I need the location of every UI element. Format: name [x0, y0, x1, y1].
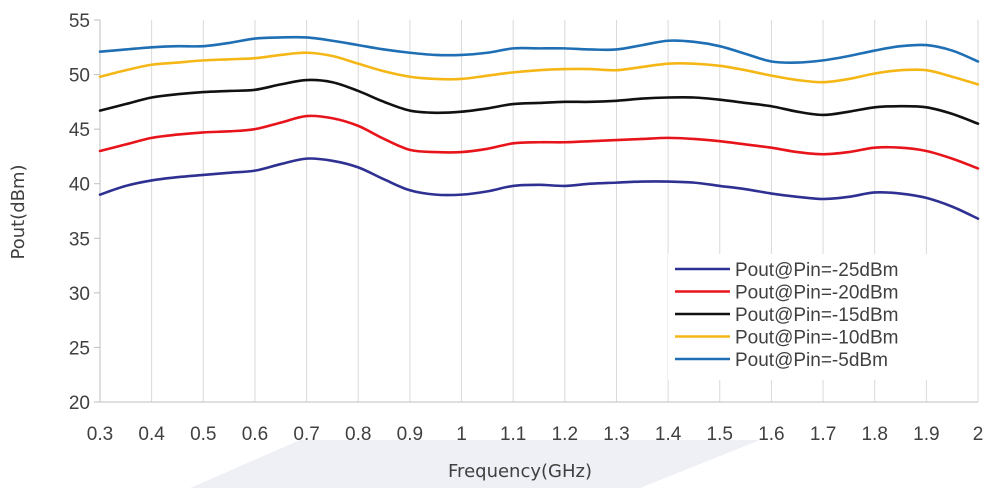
y-tick-label: 25 — [69, 338, 90, 359]
x-tick-label: 0.5 — [190, 424, 216, 445]
series-line-3 — [98, 51, 980, 86]
y-tick-label: 20 — [69, 393, 90, 414]
x-tick-label: 2 — [973, 424, 984, 445]
legend-label: Pout@Pin=-15dBm — [735, 305, 898, 326]
series-line-0 — [98, 157, 980, 220]
y-tick-label: 40 — [69, 175, 90, 196]
watermark-shape — [190, 440, 760, 488]
x-tick-label: 1.8 — [861, 424, 887, 445]
x-tick-label: 0.9 — [397, 424, 423, 445]
x-tick-label: 0.4 — [138, 424, 165, 445]
y-tick-label: 35 — [69, 229, 90, 250]
legend-label: Pout@Pin=-25dBm — [735, 260, 898, 281]
series-line-2 — [98, 78, 980, 125]
legend-label: Pout@Pin=-5dBm — [735, 350, 888, 371]
x-tick-label: 0.6 — [242, 424, 268, 445]
series-lines — [98, 35, 980, 220]
x-tick-label: 1 — [456, 424, 467, 445]
legend-label: Pout@Pin=-20dBm — [735, 283, 898, 304]
x-axis-title: Frequency(GHz) — [448, 461, 592, 482]
x-tick-label: 1.9 — [913, 424, 939, 445]
x-tick-label: 1.1 — [500, 424, 526, 445]
series-line-4 — [98, 35, 980, 64]
y-tick-label: 50 — [69, 66, 90, 87]
tick-labels: 0.3 0.4 0.5 0.6 0.7 0.8 0.9 1 1.1 1.2 1.3 1.4 1.5 1.6… — [69, 11, 983, 445]
y-axis-title: Pout(dBm) — [8, 164, 29, 259]
x-tick-label: 1.3 — [603, 424, 629, 445]
legend: Pout@Pin=-25dBmPout@Pin=-20dBmPout@Pin=-… — [668, 254, 948, 380]
x-tick-label: 0.3 — [87, 424, 113, 445]
axes — [94, 19, 978, 403]
y-tick-label: 30 — [69, 284, 90, 305]
x-tick-label: 1.7 — [810, 424, 836, 445]
x-tick-label: 1.6 — [758, 424, 784, 445]
series-line-1 — [98, 114, 980, 170]
y-tick-label: 55 — [69, 11, 90, 32]
x-tick-label: 1.4 — [655, 424, 682, 445]
y-tick-label: 45 — [69, 120, 90, 141]
x-tick-label: 0.7 — [293, 424, 319, 445]
x-tick-label: 1.5 — [707, 424, 733, 445]
legend-label: Pout@Pin=-10dBm — [735, 328, 898, 349]
x-tick-label: 0.8 — [345, 424, 371, 445]
x-tick-label: 1.2 — [552, 424, 578, 445]
